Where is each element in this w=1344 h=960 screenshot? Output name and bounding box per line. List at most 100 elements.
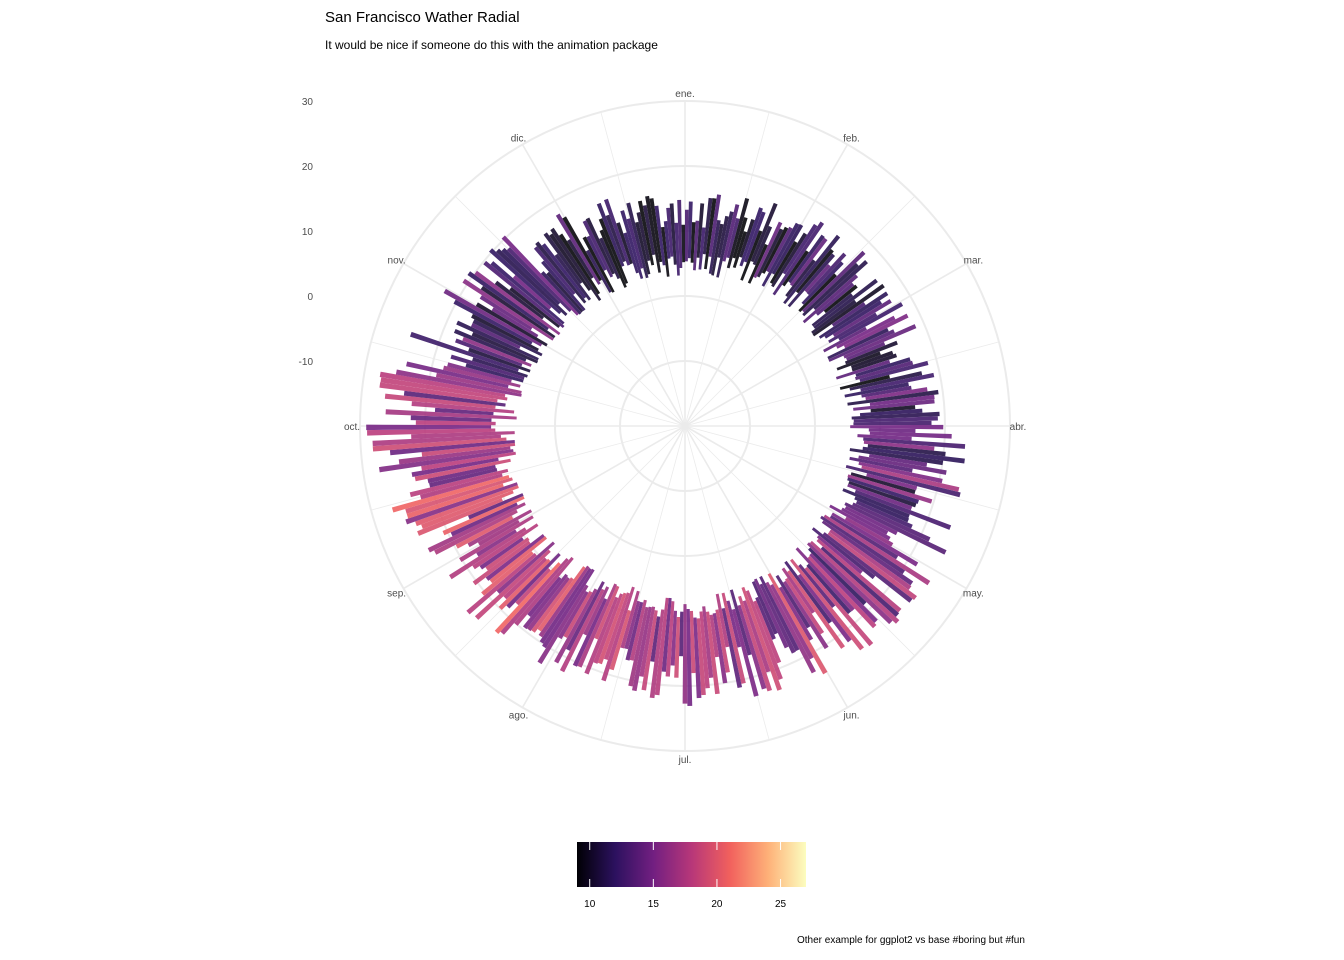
day-bar — [865, 387, 928, 401]
month-label: nov. — [388, 256, 406, 267]
day-bar — [743, 211, 766, 263]
day-bar — [406, 483, 504, 519]
day-bar — [405, 482, 518, 525]
day-bar — [427, 464, 496, 484]
day-bar — [554, 588, 598, 664]
radial-tick-label: 0 — [307, 292, 313, 303]
colorbar-tick-label: 25 — [775, 899, 787, 910]
grid-spoke-minor — [600, 425, 686, 741]
day-bar — [721, 608, 743, 689]
day-bar — [641, 610, 658, 691]
day-bar — [660, 226, 670, 277]
day-bar — [831, 301, 866, 327]
month-label: feb. — [843, 134, 860, 145]
day-bar — [761, 222, 800, 287]
day-bar — [823, 326, 867, 353]
radial-tick-label: 30 — [302, 97, 314, 108]
day-bar — [494, 280, 545, 320]
day-bar — [456, 320, 539, 361]
day-bar — [729, 589, 752, 656]
day-bar — [417, 498, 503, 536]
day-bar — [471, 313, 539, 352]
day-bar — [715, 609, 730, 673]
day-bar — [732, 231, 748, 269]
day-bar — [620, 590, 640, 649]
day-bar — [434, 407, 494, 416]
day-bar — [429, 468, 498, 488]
day-bar — [726, 197, 750, 269]
month-label: abr. — [1010, 422, 1027, 433]
day-bar — [500, 558, 569, 635]
day-bar — [449, 527, 527, 580]
day-bar — [512, 275, 552, 310]
day-bar — [853, 399, 935, 411]
day-bar — [726, 600, 742, 648]
day-bar — [801, 261, 844, 305]
day-bar — [537, 566, 586, 632]
day-bar — [741, 586, 782, 691]
day-bar — [854, 496, 910, 523]
day-bar — [601, 586, 635, 682]
day-bar — [693, 617, 702, 699]
day-bar — [765, 581, 816, 674]
day-bar — [822, 532, 913, 603]
day-bar — [384, 393, 496, 409]
day-bar — [857, 434, 912, 441]
day-bar — [804, 263, 831, 293]
day-bar — [789, 237, 828, 287]
day-bar — [637, 200, 655, 266]
day-bar — [849, 448, 944, 466]
radial-tick-label: -10 — [299, 357, 314, 368]
day-bar — [784, 577, 825, 635]
day-bar — [721, 592, 746, 684]
day-bar — [717, 215, 729, 258]
day-bar — [829, 504, 891, 541]
day-bar — [689, 610, 696, 674]
day-bar — [565, 581, 605, 651]
day-bar — [870, 405, 916, 413]
radial-axis: -10 0 10 20 30 — [299, 97, 314, 368]
day-bar — [631, 606, 652, 692]
day-bar — [747, 243, 768, 284]
month-label: jun. — [842, 710, 859, 721]
grid-spoke-minor — [684, 425, 916, 657]
day-bar — [447, 362, 512, 383]
chart-subtitle: It would be nice if someone do this with… — [325, 38, 658, 52]
day-bar — [682, 604, 688, 704]
day-bar — [795, 248, 834, 294]
day-bar — [434, 509, 518, 555]
day-bar — [410, 415, 492, 422]
day-bar — [861, 465, 960, 492]
day-bar — [462, 278, 554, 341]
day-bar — [807, 555, 877, 629]
day-bar — [844, 382, 909, 398]
day-bar — [816, 535, 863, 575]
day-bar — [844, 505, 898, 536]
day-bar — [379, 371, 506, 398]
day-bar — [795, 547, 855, 612]
day-bar — [366, 424, 492, 431]
day-bar — [755, 596, 776, 640]
day-bar — [823, 284, 858, 314]
day-bar — [860, 372, 935, 392]
day-bar — [788, 234, 825, 284]
month-label: ene. — [675, 89, 694, 100]
day-bar — [605, 214, 626, 263]
day-bar — [420, 473, 503, 500]
day-bar — [453, 299, 533, 345]
day-bar — [839, 374, 890, 390]
day-bar — [767, 573, 828, 675]
day-bar — [738, 595, 773, 692]
day-bar — [858, 461, 943, 484]
day-bar — [636, 212, 651, 262]
day-bar — [572, 598, 608, 667]
day-bar — [862, 446, 965, 464]
day-bar — [753, 221, 783, 279]
day-bar — [851, 411, 940, 420]
day-bar — [855, 500, 913, 529]
day-bar — [783, 580, 829, 650]
day-bar — [771, 224, 804, 275]
day-bar — [869, 454, 928, 467]
day-bar — [784, 560, 833, 624]
day-bar — [609, 609, 632, 671]
